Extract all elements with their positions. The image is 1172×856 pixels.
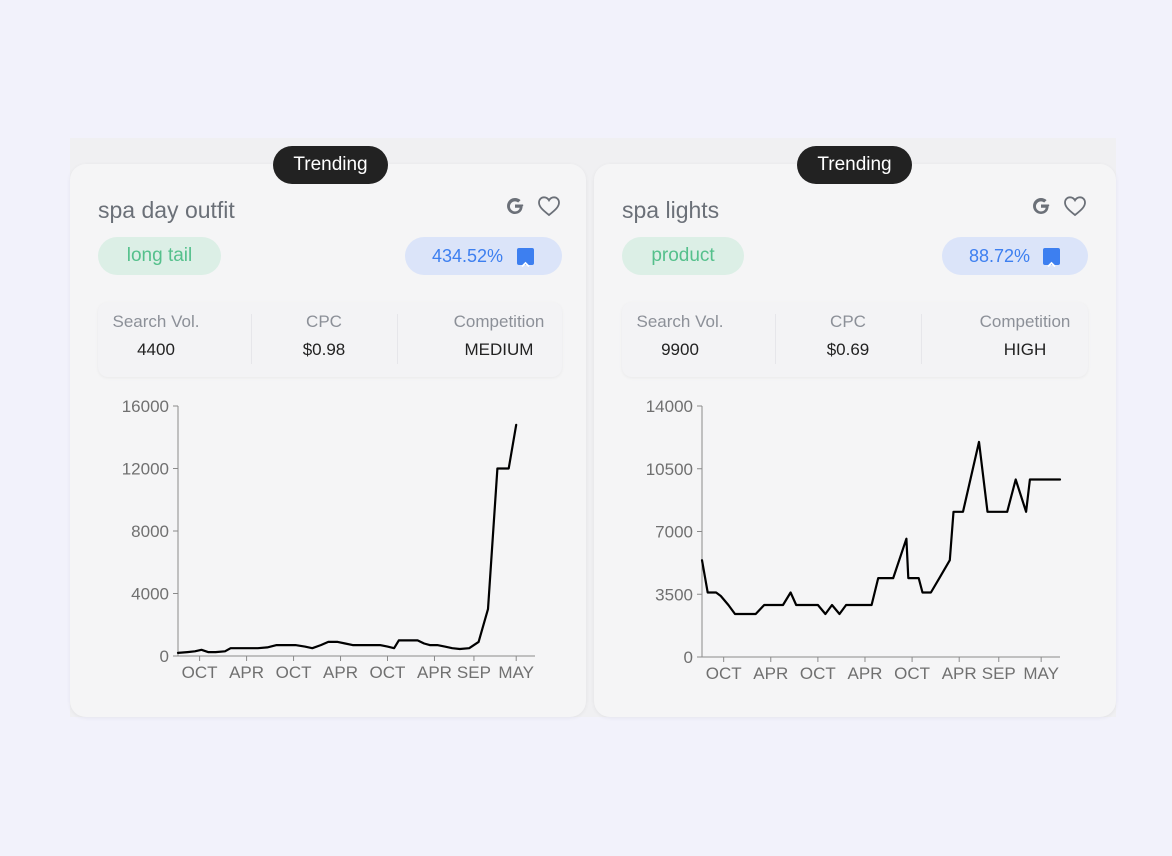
stat-value: 9900 <box>661 340 699 359</box>
google-g-icon[interactable] <box>1030 195 1052 217</box>
keyword-card[interactable]: Trending spa day outfit long tail 434.52… <box>70 146 586 717</box>
growth-value: 434.52% <box>432 246 504 266</box>
stats-box: Search Vol. 9900 CPC $0.69 Competition H… <box>622 302 1088 377</box>
stat-divider <box>397 314 398 364</box>
keyword-type-tag: long tail <box>98 237 221 275</box>
stat-search-volume: Search Vol. 9900 <box>622 302 738 377</box>
trend-chart: 16000 12000 8000 4000 0 OCT APR OCT APR OCT APR SEP… <box>122 397 535 682</box>
x-tick-label: APR <box>847 664 882 683</box>
keyword-title: spa lights <box>622 197 720 223</box>
y-tick-label: 10500 <box>646 460 693 479</box>
stat-label: Competition <box>453 312 545 331</box>
stat-label: CPC <box>306 312 342 331</box>
stat-label: Search Vol. <box>112 312 200 331</box>
growth-badge: 88.72% <box>942 237 1088 275</box>
stat-label: Search Vol. <box>636 312 724 331</box>
y-tick-label: 0 <box>684 648 693 667</box>
stat-value: $0.98 <box>302 340 346 359</box>
x-tick-label: OCT <box>706 664 742 683</box>
series-line <box>700 440 1062 616</box>
arrow-up-icon <box>517 248 534 268</box>
keyword-title: spa day outfit <box>98 197 235 223</box>
x-tick-label: OCT <box>182 663 218 682</box>
keyword-card[interactable]: Trending spa lights product 88.72% Searc… <box>594 146 1116 717</box>
growth-value: 88.72% <box>969 246 1031 266</box>
x-tick-label: OCT <box>370 663 406 682</box>
x-tick-label: OCT <box>894 664 930 683</box>
x-tick-label: APR <box>753 664 788 683</box>
x-tick-label: MAY <box>1023 664 1059 683</box>
x-tick-label: APR <box>229 663 264 682</box>
keyword-type-tag: product <box>622 237 744 275</box>
arrow-up-icon <box>1043 248 1060 268</box>
x-tick-label: OCT <box>800 664 836 683</box>
stat-label: CPC <box>830 312 866 331</box>
y-tick-label: 14000 <box>646 397 693 416</box>
y-tick-label: 3500 <box>655 585 693 604</box>
y-tick-label: 12000 <box>122 460 169 479</box>
x-tick-label: OCT <box>276 663 312 682</box>
heart-icon[interactable] <box>537 195 561 217</box>
stats-box: Search Vol. 4400 CPC $0.98 Competition M… <box>98 302 562 377</box>
x-tick-label: APR <box>942 664 977 683</box>
stat-value: $0.69 <box>826 340 870 359</box>
growth-badge: 434.52% <box>405 237 562 275</box>
stat-label: Competition <box>979 312 1071 331</box>
results-panel: Trending spa day outfit long tail 434.52… <box>70 138 1116 717</box>
y-tick-label: 0 <box>160 647 169 666</box>
series-line <box>176 423 518 654</box>
x-tick-label: SEP <box>457 663 491 682</box>
x-tick-label: SEP <box>982 664 1016 683</box>
trending-badge: Trending <box>797 146 912 184</box>
trend-chart: 14000 10500 7000 3500 0 OCT APR OCT APR OCT APR SEP… <box>646 397 1062 683</box>
y-tick-label: 4000 <box>131 585 169 604</box>
google-g-icon[interactable] <box>504 195 526 217</box>
y-tick-label: 8000 <box>131 522 169 541</box>
stat-divider <box>775 314 776 364</box>
stat-value: 4400 <box>137 340 175 359</box>
x-tick-label: APR <box>417 663 452 682</box>
stat-value: HIGH <box>1003 340 1047 359</box>
stat-competition: Competition MEDIUM <box>438 302 560 377</box>
stat-cpc: CPC $0.98 <box>254 302 394 377</box>
stat-competition: Competition HIGH <box>964 302 1086 377</box>
stat-value: MEDIUM <box>464 340 534 359</box>
x-tick-label: APR <box>323 663 358 682</box>
stat-cpc: CPC $0.69 <box>778 302 918 377</box>
x-tick-label: MAY <box>498 663 534 682</box>
stat-divider <box>921 314 922 364</box>
trending-badge: Trending <box>273 146 388 184</box>
y-tick-label: 16000 <box>122 397 169 416</box>
heart-icon[interactable] <box>1063 195 1087 217</box>
y-tick-label: 7000 <box>655 523 693 542</box>
stat-search-volume: Search Vol. 4400 <box>98 302 214 377</box>
stat-divider <box>251 314 252 364</box>
